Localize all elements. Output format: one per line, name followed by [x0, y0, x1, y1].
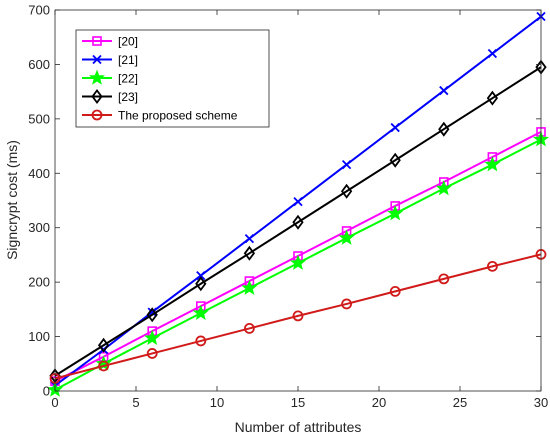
- data-point: [341, 298, 353, 310]
- legend-entry: [21]: [82, 53, 138, 67]
- legend-label: The proposed scheme: [118, 109, 238, 123]
- y-tick-label: 600: [28, 57, 50, 72]
- legend-marker: [92, 54, 102, 65]
- series-line: [54, 66, 542, 377]
- legend-entry: [20]: [82, 35, 138, 49]
- data-point: [389, 152, 401, 168]
- y-axis-title: Signcrypt cost (ms): [4, 140, 20, 260]
- x-tick-label: 15: [291, 395, 305, 410]
- data-point: [389, 285, 401, 297]
- data-point: [241, 279, 258, 295]
- y-tick-label: 400: [28, 166, 50, 181]
- y-tick-label: 500: [28, 111, 50, 126]
- data-point: [98, 360, 109, 372]
- legend-marker: [92, 36, 102, 46]
- data-point: [438, 121, 450, 137]
- data-point: [484, 156, 501, 172]
- legend-marker: [91, 109, 103, 121]
- data-point: [438, 273, 450, 285]
- x-axis-title: Number of attributes: [235, 419, 362, 435]
- legend-marker: [89, 69, 105, 85]
- legend-label: [21]: [118, 53, 138, 67]
- data-point: [146, 348, 158, 359]
- y-tick-label: 300: [28, 220, 50, 235]
- data-point: [244, 233, 255, 244]
- y-tick-label: 700: [28, 3, 50, 18]
- data-point: [243, 245, 256, 261]
- x-tick-label: 10: [210, 395, 224, 410]
- series-3: [49, 59, 547, 384]
- data-point: [487, 48, 498, 59]
- x-tick-label: 5: [132, 395, 139, 410]
- data-point: [196, 270, 206, 281]
- legend-entry: [22]: [82, 69, 138, 86]
- x-tick-label: 0: [51, 395, 58, 410]
- data-point: [435, 180, 452, 196]
- data-point: [147, 307, 157, 317]
- data-point: [387, 205, 404, 221]
- series-line: [54, 253, 542, 380]
- data-point: [195, 335, 207, 347]
- data-point: [146, 307, 158, 323]
- data-point: [390, 122, 400, 133]
- data-point: [192, 304, 209, 320]
- data-point: [486, 90, 499, 106]
- data-point: [292, 214, 304, 230]
- data-point: [243, 323, 255, 334]
- y-tick-label: 100: [28, 329, 50, 344]
- data-point: [439, 85, 449, 96]
- x-tick-label: 25: [453, 395, 467, 410]
- series-4: [49, 248, 547, 384]
- data-point: [195, 276, 207, 292]
- legend: [20] [21] [22] [23] The proposed scheme: [75, 29, 270, 128]
- data-point: [486, 260, 498, 272]
- legend-label: [22]: [118, 72, 138, 86]
- data-point: [97, 337, 110, 353]
- legend-label: [23]: [118, 90, 138, 104]
- data-point: [341, 159, 352, 170]
- x-tick-label: 20: [372, 395, 386, 410]
- y-tick-label: 200: [28, 275, 50, 290]
- data-point: [290, 254, 306, 270]
- legend-entry: The proposed scheme: [82, 109, 238, 123]
- data-point: [293, 196, 303, 207]
- series-layer: [47, 11, 549, 397]
- data-point: [338, 229, 355, 245]
- data-point: [292, 310, 304, 322]
- legend-label: [20]: [118, 35, 138, 49]
- x-tick-label: 30: [534, 395, 548, 410]
- data-point: [144, 329, 161, 345]
- y-tick-label: 0: [43, 384, 50, 399]
- data-point: [340, 183, 353, 199]
- legend-marker: [91, 89, 103, 104]
- legend-entry: [23]: [82, 89, 138, 104]
